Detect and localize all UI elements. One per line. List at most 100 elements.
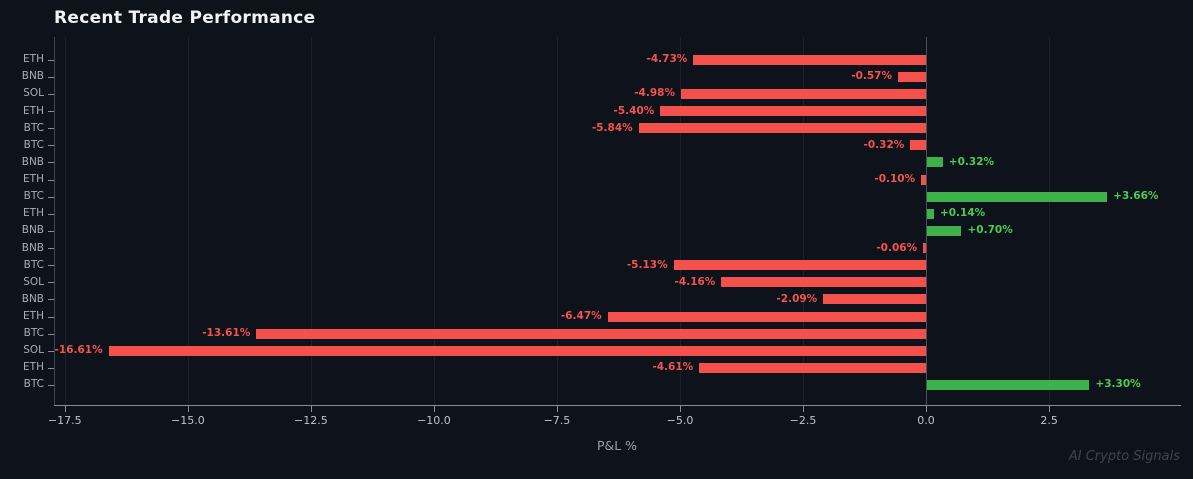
- x-axis-title: P&L %: [596, 438, 638, 453]
- bar-value-label: +0.70%: [967, 224, 1013, 237]
- bar-value-label: -0.10%: [874, 173, 916, 186]
- x-tick-label: −7.5: [543, 414, 571, 427]
- grid-line: [1049, 37, 1051, 405]
- y-tick: [48, 145, 54, 147]
- bar: [927, 191, 1108, 202]
- bar: [927, 157, 943, 168]
- bar: [923, 243, 927, 254]
- bar-value-label: -6.47%: [560, 310, 602, 322]
- y-tick-label: ETH: [23, 310, 44, 322]
- grid-line: [803, 37, 805, 405]
- y-tick-label: BTC: [23, 378, 44, 391]
- bar: [927, 379, 1090, 390]
- y-axis-line: [54, 37, 55, 405]
- y-tick-label: ETH: [23, 361, 44, 374]
- bar: [823, 294, 927, 305]
- y-tick: [48, 196, 54, 198]
- bar: [607, 311, 927, 322]
- bar-value-label: -5.40%: [613, 104, 655, 117]
- plot-area: -4.73% -0.57% -4.98% -5.40% -5.84% -0.32% +0.3…: [54, 37, 1180, 405]
- x-tick: [803, 406, 805, 412]
- bar: [256, 328, 927, 339]
- bar: [910, 140, 927, 151]
- bar: [898, 71, 927, 82]
- bar-value-label: -0.57%: [851, 70, 893, 83]
- y-tick: [48, 93, 54, 95]
- x-tick: [64, 406, 66, 412]
- y-tick: [48, 179, 54, 181]
- x-tick: [1049, 406, 1051, 412]
- y-tick-label: BNB: [21, 292, 44, 305]
- x-tick: [310, 406, 312, 412]
- bar-value-label: -13.61%: [202, 327, 251, 340]
- bar: [921, 174, 927, 185]
- y-tick: [48, 350, 54, 352]
- y-tick-label: ETH: [23, 173, 44, 186]
- y-tick: [48, 333, 54, 335]
- y-tick-label: BTC: [23, 190, 44, 203]
- y-tick: [48, 316, 54, 318]
- bar: [660, 106, 927, 117]
- bar-value-label: -5.13%: [626, 258, 668, 271]
- y-tick-label: SOL: [23, 275, 44, 288]
- y-tick: [48, 367, 54, 369]
- x-tick-label: 0.0: [917, 414, 935, 427]
- bar: [680, 88, 927, 99]
- x-tick-label: −15.0: [171, 414, 205, 427]
- bar: [673, 260, 927, 271]
- y-tick-label: SOL: [23, 87, 44, 100]
- y-tick: [48, 59, 54, 61]
- y-tick-label: ETH: [23, 53, 44, 66]
- y-tick-label: BNB: [21, 70, 44, 83]
- y-tick-label: BNB: [21, 155, 44, 168]
- bar: [927, 225, 962, 236]
- bar-value-label: -4.16%: [674, 275, 716, 288]
- grid-line: [310, 37, 312, 405]
- bar-value-label: -0.32%: [863, 138, 905, 151]
- y-tick: [48, 111, 54, 113]
- y-tick: [48, 299, 54, 301]
- x-tick: [556, 406, 558, 412]
- bar-value-label: +0.32%: [948, 155, 995, 168]
- bar-value-label: -2.09%: [776, 292, 818, 305]
- y-tick: [48, 282, 54, 284]
- bar-value-label: -4.73%: [646, 53, 688, 66]
- y-tick-label: SOL: [23, 344, 44, 357]
- zero-line: [926, 37, 928, 405]
- grid-line: [64, 37, 66, 405]
- bar: [638, 123, 927, 134]
- y-tick-label: BTC: [23, 121, 44, 134]
- y-tick-label: ETH: [23, 207, 44, 220]
- y-tick: [48, 162, 54, 164]
- bar: [108, 345, 927, 356]
- y-tick-label: BNB: [21, 224, 44, 237]
- chart-title: Recent Trade Performance: [54, 8, 316, 28]
- grid-line: [556, 37, 558, 405]
- y-tick-label: BTC: [23, 138, 44, 151]
- bar: [927, 208, 934, 219]
- grid-line: [679, 37, 681, 405]
- y-tick-label: BTC: [23, 327, 44, 340]
- x-tick-label: −2.5: [789, 414, 817, 427]
- x-tick-label: −10.0: [417, 414, 451, 427]
- grid-line: [433, 37, 435, 405]
- y-tick: [48, 384, 54, 386]
- y-tick-label: BTC: [23, 258, 44, 271]
- x-tick: [433, 406, 435, 412]
- bar-value-label: -5.84%: [591, 121, 633, 134]
- watermark: AI Crypto Signals: [1068, 449, 1180, 464]
- x-tick: [679, 406, 681, 412]
- y-tick: [48, 128, 54, 130]
- x-tick-label: −17.5: [47, 414, 82, 427]
- y-tick: [48, 265, 54, 267]
- y-tick: [48, 213, 54, 215]
- bar-value-label: -4.61%: [652, 361, 694, 374]
- bar-value-label: -4.98%: [634, 87, 675, 100]
- bar: [693, 54, 927, 65]
- bar-value-label: +3.30%: [1095, 378, 1141, 391]
- x-tick: [187, 406, 189, 412]
- bar: [721, 277, 927, 288]
- bar-value-label: -0.06%: [876, 241, 918, 254]
- x-tick-label: −5.0: [666, 414, 694, 427]
- x-tick-label: −12.5: [294, 414, 328, 427]
